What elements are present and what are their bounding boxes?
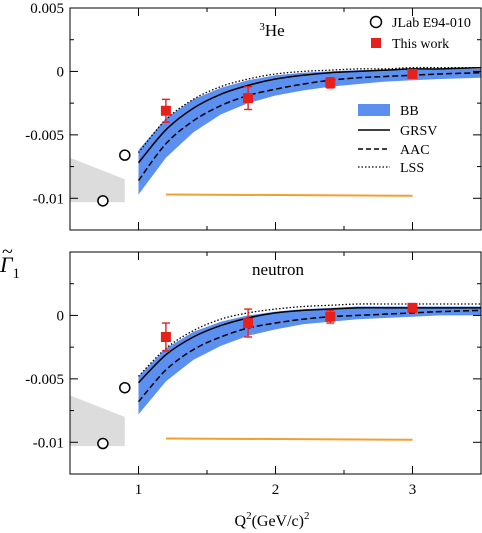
y-axis-label-tilde: ~	[2, 241, 13, 263]
annotation-sup: 3	[259, 21, 265, 33]
panel-top-annotation: 3He	[259, 21, 284, 40]
this-work-point	[160, 331, 171, 342]
x-axis-label: Q2(GeV/c)2	[235, 510, 310, 530]
this-work-point	[243, 318, 254, 329]
this-work-point	[325, 311, 336, 322]
lss-curve	[137, 66, 481, 154]
y-tick-label: 0	[57, 308, 65, 324]
y-tick-label: -0.005	[25, 372, 64, 388]
panel-top: 0.005 0 -0.005 -0.01	[25, 1, 482, 231]
panel-bottom: 1 2 3 0 -0.005 -0.01	[25, 251, 482, 498]
legend-bb-swatch	[358, 104, 390, 116]
legend-grsv-label: GRSV	[400, 124, 437, 139]
this-work-point	[243, 93, 254, 104]
plot-frame	[69, 251, 482, 475]
grsv-curve	[137, 66, 482, 164]
x-tick-label: 1	[135, 482, 143, 498]
x-tick-label: 2	[272, 482, 280, 498]
y-tick-label: -0.005	[25, 128, 64, 144]
jlab-point	[97, 437, 109, 450]
y-axis-label-sub: 1	[13, 266, 21, 282]
aac-curve	[137, 309, 482, 403]
legend-jlab-label: JLab E94-010	[392, 16, 471, 31]
y-tick-label: 0.005	[30, 1, 64, 17]
jlab-point	[119, 149, 131, 161]
bb-band	[138, 68, 481, 195]
y-tick-label: 0	[57, 64, 65, 80]
x-axis-label-sup1: 2	[246, 510, 252, 522]
legend-lss-label: LSS	[400, 161, 424, 176]
x-axis-label-mid: (GeV/c)	[252, 513, 304, 530]
bb-band	[138, 306, 481, 415]
legend-bb-label: BB	[400, 104, 419, 119]
annotation-main: He	[265, 21, 285, 40]
y-axis-label-main: Γ	[0, 252, 14, 277]
this-work-point	[407, 302, 418, 313]
x-tick-label: 3	[409, 482, 417, 498]
legend-this-work-marker	[371, 38, 381, 48]
low-q2-gray-band	[70, 157, 125, 203]
x-axis-label-q: Q	[235, 513, 247, 530]
this-work-point	[407, 68, 418, 79]
legend-points: JLab E94-010 This work	[369, 15, 471, 52]
y-tick-label: -0.01	[33, 435, 64, 451]
this-work-point	[160, 105, 171, 116]
legend-jlab-marker	[369, 15, 383, 29]
jlab-point	[119, 381, 131, 394]
panel-bottom-annotation: neutron	[252, 260, 304, 279]
legend-curves: BB GRSV AAC LSS	[358, 104, 437, 176]
this-work-point	[325, 77, 336, 88]
legend-this-work-label: This work	[392, 37, 449, 52]
systematic-error-line	[165, 193, 413, 197]
jlab-point	[97, 195, 109, 207]
systematic-error-line	[165, 437, 413, 441]
y-tick-label: -0.01	[33, 191, 64, 207]
y-axis-label: Γ1	[0, 252, 20, 282]
low-q2-gray-band	[70, 395, 125, 447]
x-axis-label-sup2: 2	[304, 510, 310, 522]
legend-aac-label: AAC	[400, 143, 430, 158]
